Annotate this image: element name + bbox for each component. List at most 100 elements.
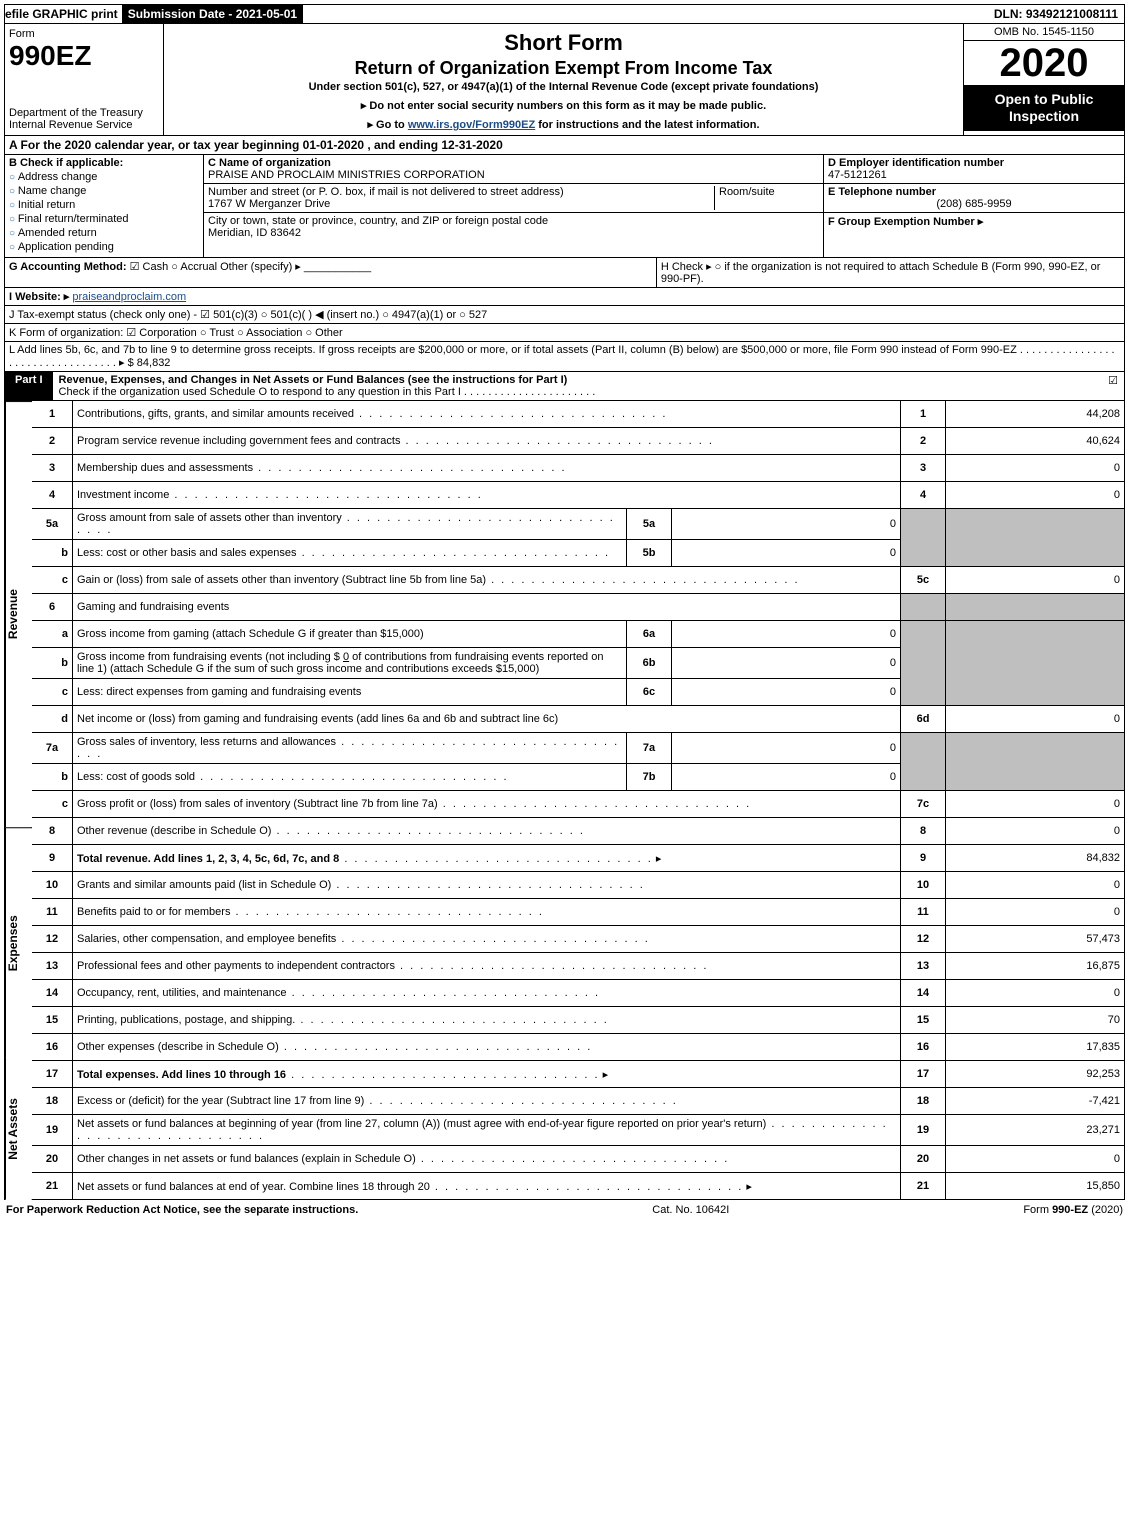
form-ref: Form 990-EZ (2020) [1023, 1204, 1123, 1216]
phone-cell: E Telephone number (208) 685-9959 [824, 184, 1124, 213]
l11-num: 11 [32, 899, 73, 926]
efile-label[interactable]: efile GRAPHIC print [5, 7, 118, 21]
l2-num: 2 [32, 428, 73, 455]
city-label: City or town, state or province, country… [208, 215, 819, 227]
l13-val: 16,875 [946, 953, 1125, 980]
chk-address-change[interactable]: Address change [9, 171, 199, 183]
l7c-val: 0 [946, 791, 1125, 818]
l19-num: 19 [32, 1115, 73, 1146]
line-17: 17 Total expenses. Add lines 10 through … [32, 1061, 1125, 1088]
tax-year-line: A For the 2020 calendar year, or tax yea… [5, 136, 1124, 154]
paperwork-notice: For Paperwork Reduction Act Notice, see … [6, 1204, 358, 1216]
city-cell: City or town, state or province, country… [204, 213, 823, 241]
l15-desc: Printing, publications, postage, and shi… [77, 1014, 609, 1026]
l3-rn: 3 [901, 455, 946, 482]
l6a-iv: 0 [672, 621, 901, 648]
l6b-iv: 0 [672, 648, 901, 679]
g-h-row: G Accounting Method: ☑ Cash ○ Accrual Ot… [4, 258, 1125, 288]
title-return: Return of Organization Exempt From Incom… [168, 58, 959, 79]
l7b-num: b [32, 764, 73, 791]
org-name: PRAISE AND PROCLAIM MINISTRIES CORPORATI… [208, 169, 819, 181]
l14-val: 0 [946, 980, 1125, 1007]
l7b-iv: 0 [672, 764, 901, 791]
l14-desc: Occupancy, rent, utilities, and maintena… [77, 987, 600, 999]
l11-rn: 11 [901, 899, 946, 926]
l4-num: 4 [32, 482, 73, 509]
submission-date-label: Submission Date - 2021-05-01 [122, 5, 303, 23]
l15-num: 15 [32, 1007, 73, 1034]
l5ab-gray-rn [901, 509, 946, 567]
l21-num: 21 [32, 1173, 73, 1200]
title-short-form: Short Form [168, 30, 959, 56]
l16-val: 17,835 [946, 1034, 1125, 1061]
header-mid: Short Form Return of Organization Exempt… [164, 24, 963, 135]
irs-link[interactable]: www.irs.gov/Form990EZ [408, 119, 535, 131]
l1-num: 1 [32, 401, 73, 428]
l7c-desc: Gross profit or (loss) from sales of inv… [77, 798, 751, 810]
l2-val: 40,624 [946, 428, 1125, 455]
l10-val: 0 [946, 872, 1125, 899]
chk-other[interactable]: Other (specify) ▸ ___________ [220, 261, 371, 273]
l6a-num: a [32, 621, 73, 648]
l1-val: 44,208 [946, 401, 1125, 428]
street-cell: Number and street (or P. O. box, if mail… [204, 184, 823, 213]
header-left: Form 990EZ Department of the Treasury In… [5, 24, 164, 135]
section-b-title: B Check if applicable: [9, 157, 199, 169]
open-to-public: Open to Public Inspection [964, 85, 1124, 131]
l6-desc: Gaming and fundraising events [73, 594, 901, 621]
l12-num: 12 [32, 926, 73, 953]
l18-desc: Excess or (deficit) for the year (Subtra… [77, 1095, 678, 1107]
l20-val: 0 [946, 1146, 1125, 1173]
l18-val: -7,421 [946, 1088, 1125, 1115]
l5b-in: 5b [627, 540, 672, 567]
l7b-in: 7b [627, 764, 672, 791]
section-d-e-f: D Employer identification number 47-5121… [824, 155, 1124, 257]
chk-amended-return[interactable]: Amended return [9, 227, 199, 239]
l7ab-gray-rv [946, 733, 1125, 791]
d-label: D Employer identification number [828, 157, 1120, 169]
part1-header: Part I Revenue, Expenses, and Changes in… [4, 372, 1125, 401]
website-row: I Website: ▸ praiseandproclaim.com [4, 288, 1125, 306]
l9-desc: Total revenue. Add lines 1, 2, 3, 4, 5c,… [77, 853, 339, 865]
l4-rn: 4 [901, 482, 946, 509]
f-label: F Group Exemption Number ▸ [828, 216, 983, 228]
l6b-amt: 0 [343, 651, 349, 663]
line-11: 11 Benefits paid to or for members 11 0 [32, 899, 1125, 926]
chk-application-pending[interactable]: Application pending [9, 241, 199, 253]
department-label: Department of the Treasury [9, 107, 159, 119]
city-value: Meridian, ID 83642 [208, 227, 819, 239]
line-3: 3 Membership dues and assessments 3 0 [32, 455, 1125, 482]
l11-val: 0 [946, 899, 1125, 926]
irs-label: Internal Revenue Service [9, 119, 159, 131]
l6b-in: 6b [627, 648, 672, 679]
l7b-desc: Less: cost of goods sold [77, 771, 509, 783]
line-6a: a Gross income from gaming (attach Sched… [32, 621, 1125, 648]
l19-desc: Net assets or fund balances at beginning… [77, 1118, 888, 1142]
page-footer: For Paperwork Reduction Act Notice, see … [4, 1200, 1125, 1220]
l6abc-gray-rn [901, 621, 946, 706]
financial-table: Revenue Expenses Net Assets 1 Contributi… [4, 401, 1125, 1200]
chk-final-return[interactable]: Final return/terminated [9, 213, 199, 225]
l8-desc: Other revenue (describe in Schedule O) [77, 825, 585, 837]
l5c-rn: 5c [901, 567, 946, 594]
l15-val: 70 [946, 1007, 1125, 1034]
form-ref-post: (2020) [1088, 1204, 1123, 1216]
part1-checkbox[interactable]: ☑ [1102, 372, 1124, 400]
l9-val: 84,832 [946, 845, 1125, 872]
chk-cash[interactable]: ☑ Cash [130, 261, 169, 273]
l6c-num: c [32, 679, 73, 706]
l6b-num: b [32, 648, 73, 679]
chk-name-change[interactable]: Name change [9, 185, 199, 197]
l20-num: 20 [32, 1146, 73, 1173]
l21-arrow-icon: ▸ [746, 1181, 752, 1193]
e-label: E Telephone number [828, 186, 1120, 198]
l16-rn: 16 [901, 1034, 946, 1061]
l5b-desc: Less: cost or other basis and sales expe… [77, 547, 610, 559]
chk-accrual[interactable]: ○ Accrual [171, 261, 217, 273]
chk-initial-return[interactable]: Initial return [9, 199, 199, 211]
l8-rn: 8 [901, 818, 946, 845]
l-row: L Add lines 5b, 6c, and 7b to line 9 to … [4, 342, 1125, 372]
l5ab-gray-rv [946, 509, 1125, 567]
part1-check-line: Check if the organization used Schedule … [59, 386, 596, 398]
website-link[interactable]: praiseandproclaim.com [72, 291, 186, 303]
